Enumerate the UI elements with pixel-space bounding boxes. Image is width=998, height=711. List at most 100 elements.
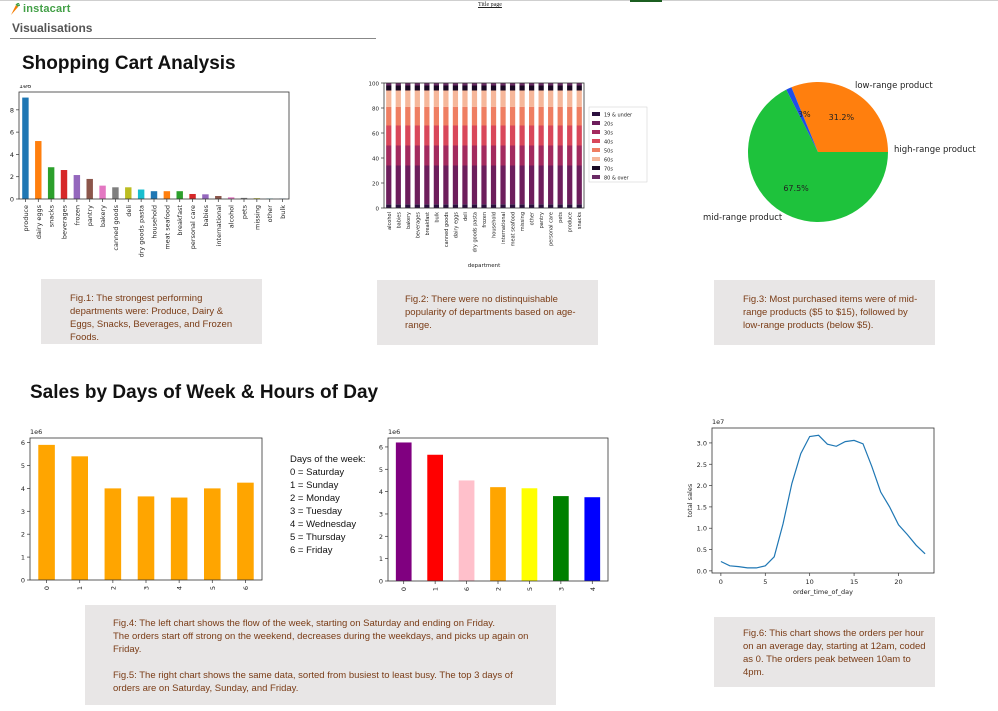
x-tick-label: bulk [434,212,440,223]
fig6-orders-by-hour-line-chart: 0.0 0.5 1.0 1.5 2.0 2.5 3.0 0 5 10 15 20 1e7 order_ti… [686,418,935,596]
stacked-bar-segment [529,106,535,126]
plot-frame [29,437,263,581]
pie-slice-label: mid-range product [703,213,783,223]
bar [458,480,475,581]
stacked-bar-segment [490,90,497,107]
x-tick-label: babies [396,212,402,229]
stacked-bar-segment [424,106,430,126]
stacked-bar-segment [395,204,401,208]
stacked-bar-segment [433,85,439,91]
stacked-bar-segment [509,90,516,107]
x-tick-label: 0 [719,578,723,586]
stacked-bar-segment [452,125,459,146]
bar [137,496,155,580]
x-tick-label: 4 [589,587,597,591]
x-tick-label: bakery [99,205,107,227]
x-tick-label: bulk [279,205,287,219]
bar [521,488,538,581]
stacked-bar-segment [529,85,535,91]
breadcrumb: Visualisations [12,21,93,35]
x-tick-label: 15 [850,578,858,586]
x-tick-label: breakfast [176,205,184,236]
stacked-bar-segment [414,125,420,146]
stacked-bar-segment [490,204,497,208]
x-tick-label: dairy eggs [453,212,459,239]
days-of-week-legend: Days of the week: 0 = Saturday 1 = Sunda… [290,453,366,557]
legend-swatch [592,130,600,134]
stacked-bar-segment [462,125,468,146]
caption-fig6: Fig.6: This chart shows the orders per h… [714,617,935,687]
bar [240,197,248,199]
stacked-bar-segment [557,106,563,126]
stacked-bar-segment [567,85,573,91]
stacked-bar-segment [424,85,430,91]
fig4-orders-by-day-bar-chart: 0 1 2 3 4 5 6 1e6 0 1 2 3 4 5 6 [21,428,263,590]
stacked-bar-segment [490,145,497,166]
caption-fig4-fig5: Fig.4: The left chart shows the flow of … [85,605,556,705]
stacked-bar-segment [509,204,516,208]
stacked-bar-segment [471,165,478,205]
y-tick-label: 20 [372,182,379,188]
stacked-bar-segment [443,145,449,166]
bar [215,195,222,199]
stacked-bar-segment [405,125,411,146]
x-tick-label: 0 [43,586,51,590]
stacked-bar-segment [433,165,439,205]
stacked-bar-segment [414,145,420,166]
stacked-bar-segment [386,106,392,126]
stacked-bar-segment [405,106,411,126]
x-tick-label: 1 [76,586,84,590]
stacked-bar-segment [424,204,430,208]
plot-frame [18,91,290,200]
stacked-bar-segment [405,85,411,91]
bar [47,167,55,199]
x-axis-label: department [468,263,501,269]
stacked-bar-segment [567,145,573,166]
x-tick-label: beverages [61,204,69,239]
stacked-bar-segment [395,165,401,205]
y-tick-label: 0.0 [697,567,707,575]
plot-frame [387,437,609,582]
x-tick-label: meat seafood [511,212,517,246]
x-tick-label: canned goods [444,212,450,247]
x-tick-label: 10 [806,578,814,586]
caption-fig3-text: Fig.3: Most purchased items were of mid-… [743,294,918,331]
bar [176,191,183,199]
stacked-bar-segment [443,204,449,208]
stacked-bar-segment [443,125,449,146]
x-tick-label: missing [520,212,526,231]
y-offset-label: 1e7 [712,418,724,426]
y-tick-label: 0 [376,207,380,213]
bar [99,185,106,199]
y-tick-label: 2 [379,533,383,541]
stacked-bar-segment [471,83,478,86]
days-legend-item: 4 = Wednesday [290,519,357,530]
x-tick-label: dairy eggs [35,204,43,239]
stacked-bar-segment [500,165,506,205]
x-tick-label: 4 [176,586,184,590]
bar [584,497,601,581]
title-page-link[interactable]: Title page [478,2,502,8]
days-legend-item: 3 = Tuesday [290,506,343,517]
stacked-bar-segment [386,145,392,166]
x-tick-label: 6 [242,586,250,590]
stacked-bar-segment [443,90,449,107]
stacked-bar-segment [471,125,478,146]
stacked-bar-segment [576,85,582,91]
stacked-bar-segment [395,85,401,91]
stacked-bar-segment [395,83,401,86]
fig1-department-bar-chart: 0 2 4 6 8 1e6 produce dairy eggs snacks beverages… [10,85,290,257]
y-tick-label: 8 [10,106,14,114]
stacked-bar-segment [471,145,478,166]
stacked-bar-segment [386,165,392,205]
stacked-bar-segment [405,165,411,205]
pie-slice [786,87,818,152]
breadcrumb-divider [10,38,376,39]
stacked-bar-segment [548,106,554,126]
y-tick-label: 4 [21,485,25,493]
bar [73,175,81,199]
stacked-bar-segment [519,106,525,126]
stacked-bar-segment [443,106,449,126]
y-tick-label: 4 [10,151,14,159]
legend-swatch [592,157,600,161]
